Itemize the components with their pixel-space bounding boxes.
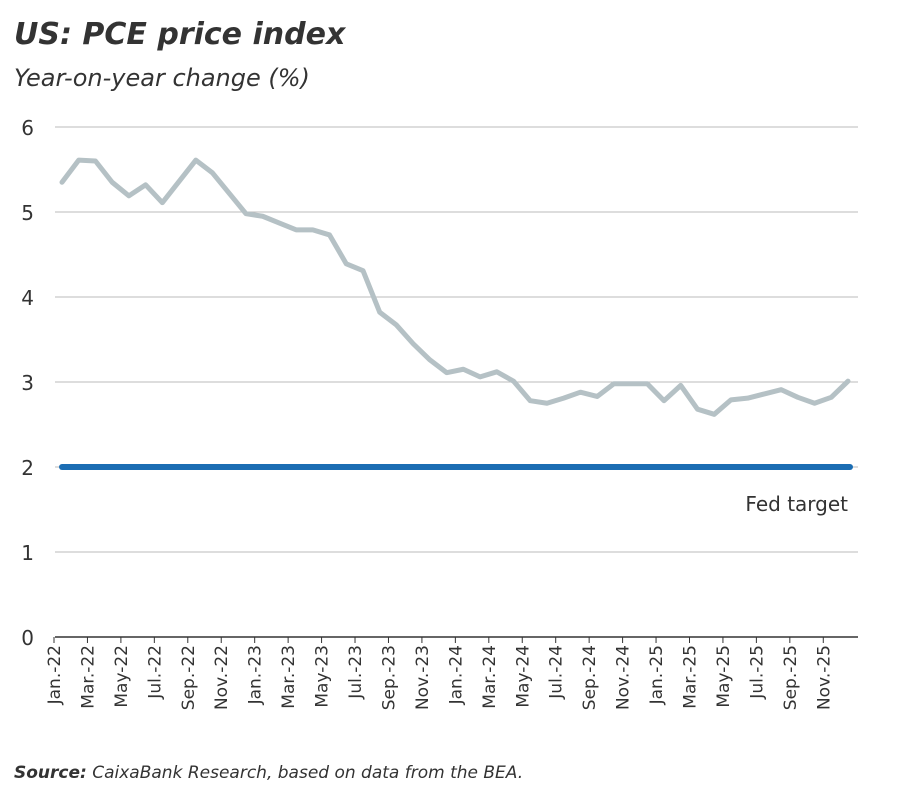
x-tick-label: May-23 xyxy=(313,645,333,708)
chart-title: US: PCE price index xyxy=(14,17,347,52)
y-tick-label: 0 xyxy=(21,626,34,650)
x-tick-label: Sep.-25 xyxy=(781,645,801,710)
x-tick-label: Jul.-25 xyxy=(747,645,767,700)
reference-label: Fed target xyxy=(745,492,848,516)
source: Source: CaixaBank Research, based on dat… xyxy=(14,763,523,783)
x-tick-label: Nov.-23 xyxy=(413,645,433,710)
x-tick-label: Sep.-22 xyxy=(179,645,199,710)
x-tick-label: Mar.-23 xyxy=(279,645,299,709)
chart-subtitle: Year-on-year change (%) xyxy=(14,64,310,92)
x-tick-label: Mar.-25 xyxy=(680,645,700,709)
x-tick-label: Sep.-23 xyxy=(379,645,399,710)
x-tick-label: May-22 xyxy=(112,645,132,708)
x-tick-label: May-24 xyxy=(513,645,533,708)
x-tick-label: Sep.-24 xyxy=(580,645,600,710)
y-tick-label: 2 xyxy=(21,456,34,480)
y-tick-label: 6 xyxy=(21,116,34,140)
x-tick-label: Mar.-22 xyxy=(78,645,98,709)
x-tick-label: Jan.-25 xyxy=(647,645,667,705)
x-tick-label: Nov.-25 xyxy=(814,645,834,710)
x-tick-label: Jul.-23 xyxy=(346,645,366,700)
x-tick-label: Mar.-24 xyxy=(480,645,500,709)
source-label: Source: xyxy=(14,763,87,783)
y-tick-label: 4 xyxy=(21,286,34,310)
x-tick-label: Nov.-22 xyxy=(212,645,232,710)
x-tick-label: Jan.-22 xyxy=(45,645,65,705)
y-tick-label: 1 xyxy=(21,541,34,565)
x-tick-label: Jan.-23 xyxy=(246,645,266,705)
y-tick-label: 5 xyxy=(21,201,34,225)
data-line xyxy=(59,157,851,417)
source-text: CaixaBank Research, based on data from t… xyxy=(92,763,523,783)
x-tick-label: Jan.-24 xyxy=(446,645,466,705)
y-tick-label: 3 xyxy=(21,371,34,395)
x-tick-label: Jul.-22 xyxy=(145,645,165,700)
x-tick-label: May-25 xyxy=(714,645,734,708)
x-tick-label: Jul.-24 xyxy=(547,645,567,700)
x-tick-label: Nov.-24 xyxy=(614,645,634,710)
